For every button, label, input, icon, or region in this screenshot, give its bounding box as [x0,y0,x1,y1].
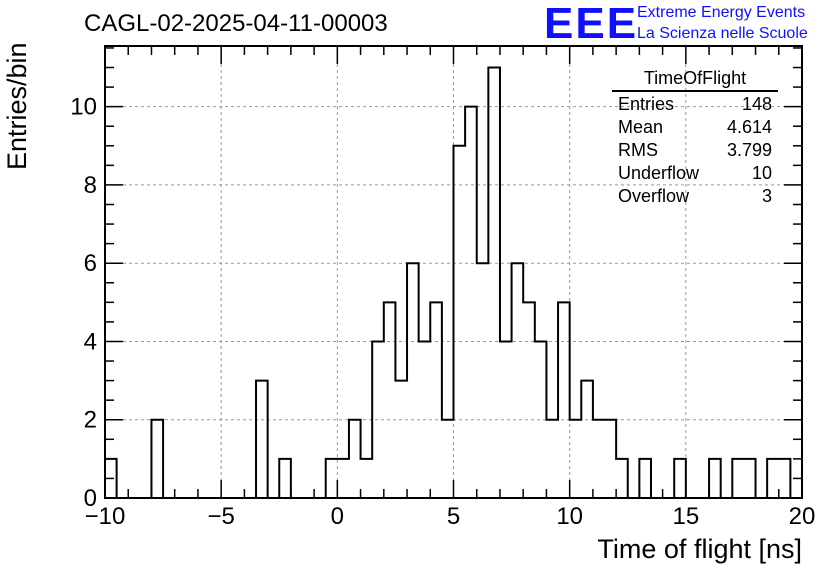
x-tick-label: 15 [672,503,699,530]
stats-value: 148 [741,94,772,114]
chart-title: CAGL-02-2025-04-11-00003 [84,10,388,37]
histogram-step-line [105,66,802,499]
logo-caption-line1: Extreme Energy Events [637,4,806,21]
y-tick-label: 4 [84,328,97,355]
y-tick-label: 10 [70,94,97,121]
x-tick-label: −5 [207,503,234,530]
stats-row-overflow: Overflow 3 [612,185,778,208]
x-tick-label: 5 [447,503,460,530]
y-tick-label: 2 [84,407,97,434]
y-tick-label: 6 [84,250,97,277]
stats-label: Underflow [618,163,700,183]
stats-label: Mean [618,117,664,137]
stats-label: RMS [618,140,658,160]
stats-row-underflow: Underflow 10 [612,162,778,185]
y-tick-label: 8 [84,172,97,199]
x-axis-label: Time of flight [ns] [597,534,802,564]
eee-logo: EEE [544,0,639,48]
x-tick-label: 20 [789,503,816,530]
plot-frame [104,45,803,499]
logo-caption-line2: La Scienza nelle Scuole [637,25,808,42]
stats-value: 3 [761,186,772,206]
stats-value: 3.799 [726,140,772,160]
x-tick-labels: −10 −5 0 5 10 15 20 [85,503,816,530]
stats-label: Overflow [618,186,690,206]
stats-row-rms: RMS 3.799 [612,139,778,162]
y-tick-labels: 0 2 4 6 8 10 [70,94,97,512]
stats-label: Entries [618,94,675,114]
y-tick-label: 0 [84,485,97,512]
y-axis-label: Entries/bin [2,42,32,170]
stats-value: 4.614 [726,117,772,137]
stats-row-entries: Entries 148 [612,93,778,116]
x-tick-label: −10 [85,503,126,530]
stats-box: TimeOfFlight Entries 148 Mean 4.614 RMS … [612,68,778,208]
stats-value: 10 [751,163,772,183]
x-tick-label: 10 [556,503,583,530]
stats-box-title: TimeOfFlight [612,68,778,92]
x-tick-label: 0 [331,503,344,530]
stats-row-mean: Mean 4.614 [612,116,778,139]
